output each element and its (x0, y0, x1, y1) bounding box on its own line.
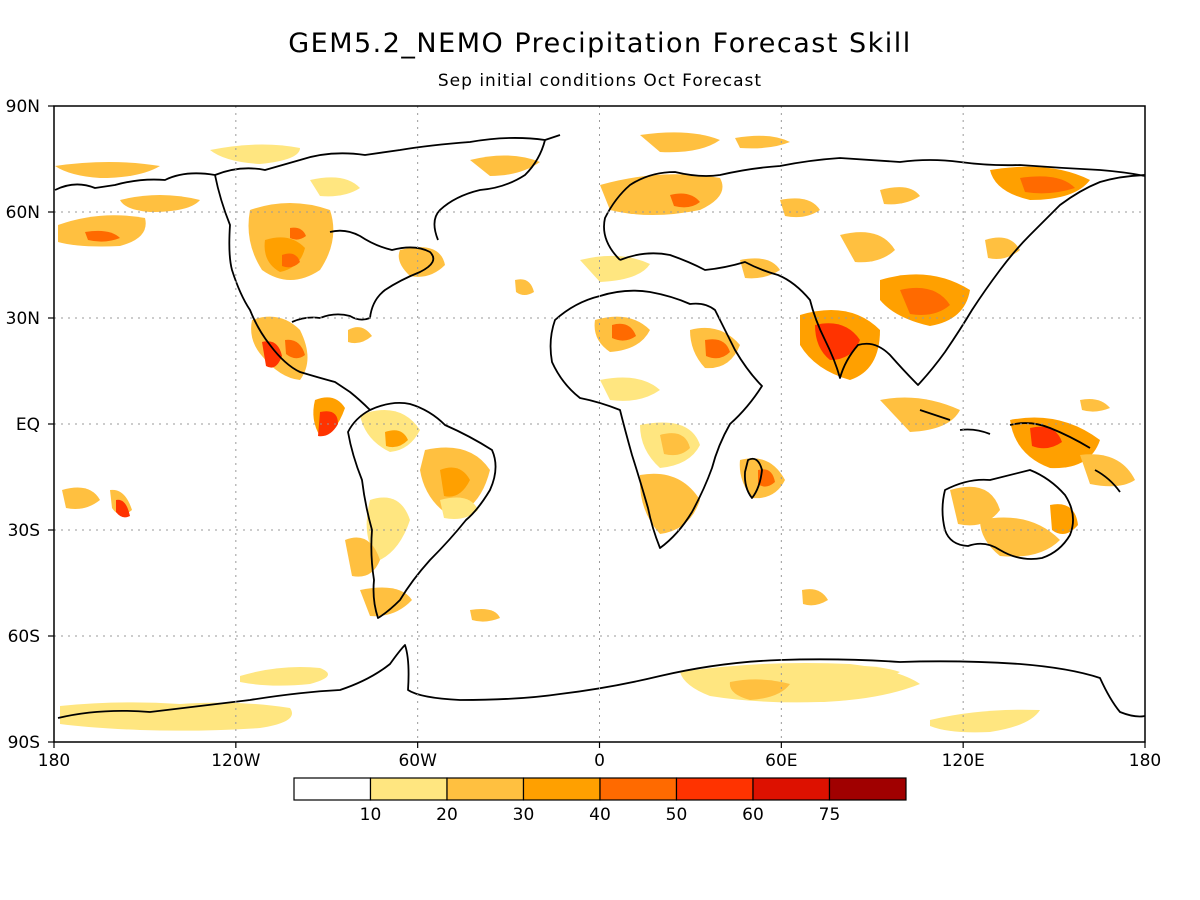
colorbar-label: 20 (436, 805, 458, 825)
map-title: GEM5.2_NEMO Precipitation Forecast Skill (288, 28, 912, 59)
colorbar-swatch (828, 777, 907, 801)
colorbar-swatch (675, 777, 754, 801)
lon-tick-label: 180 (1129, 751, 1161, 771)
lon-tick-label: 60W (398, 751, 437, 771)
colorbar-label: 60 (742, 805, 764, 825)
lat-tick-label: EQ (16, 415, 40, 435)
coastlines (54, 134, 1145, 719)
colorbar-swatch (446, 777, 525, 801)
map-subtitle: Sep initial conditions Oct Forecast (438, 71, 762, 91)
lat-tick-label: 60N (6, 203, 40, 223)
lon-tick-label: 180 (38, 751, 70, 771)
colorbar-swatch (599, 777, 678, 801)
colorbar-label: 40 (589, 805, 611, 825)
skill-field (55, 132, 1135, 733)
longitude-tick-labels: 180 120W 60W 0 60E 120E 180 (38, 742, 1161, 771)
colorbar-swatch (752, 777, 831, 801)
colorbar-label: 75 (819, 805, 841, 825)
lat-tick-label: 60S (8, 627, 40, 647)
lat-tick-label: 30N (6, 309, 40, 329)
colorbar-label: 30 (513, 805, 535, 825)
lon-tick-label: 0 (594, 751, 605, 771)
colorbar: 10 20 30 40 50 60 75 (293, 777, 907, 825)
lat-tick-label: 30S (8, 521, 40, 541)
lon-tick-label: 120W (211, 751, 260, 771)
colorbar-swatch (293, 777, 372, 801)
latitude-tick-labels: 90N 60N 30N EQ 30S 60S 90S (6, 97, 54, 753)
graticule (54, 106, 1145, 742)
lon-tick-label: 120E (942, 751, 985, 771)
colorbar-swatch (369, 777, 448, 801)
colorbar-label: 50 (666, 805, 688, 825)
colorbar-swatch (522, 777, 601, 801)
lat-tick-label: 90N (6, 97, 40, 117)
lon-tick-label: 60E (765, 751, 797, 771)
colorbar-label: 10 (360, 805, 382, 825)
lat-tick-label: 90S (8, 733, 40, 753)
